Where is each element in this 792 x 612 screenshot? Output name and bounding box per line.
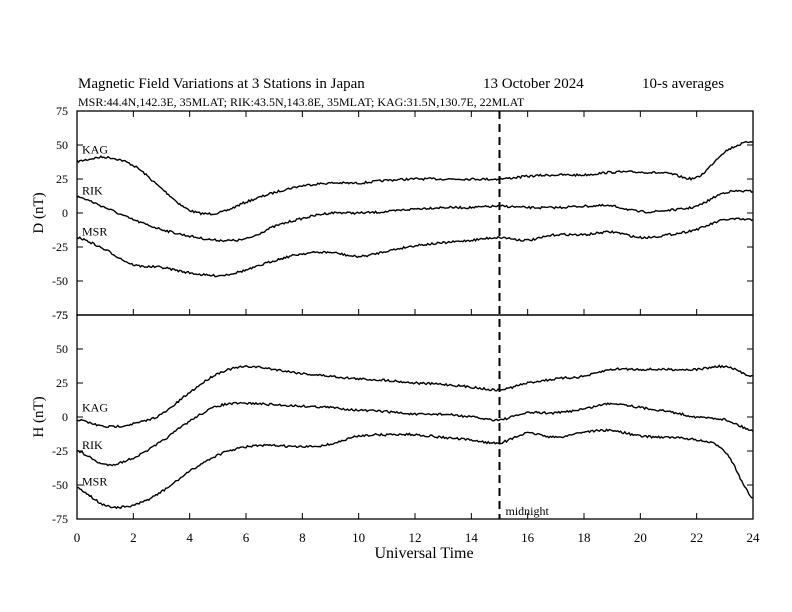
panel-frame xyxy=(76,110,754,316)
y-axis-label: H (nT) xyxy=(31,396,47,437)
y-tick-label: -25 xyxy=(52,444,68,458)
series-line-msr xyxy=(76,428,754,510)
y-tick-label: 50 xyxy=(56,138,68,152)
y-tick-label: 75 xyxy=(56,104,68,118)
y-tick-label: 0 xyxy=(62,206,68,220)
chart-averaging: 10-s averages xyxy=(642,76,724,92)
series-label-kag: KAG xyxy=(82,142,108,156)
panel-frame xyxy=(76,314,754,520)
x-tick-label: 12 xyxy=(409,530,422,545)
x-tick-label: 2 xyxy=(130,530,137,545)
y-tick-label: 50 xyxy=(56,342,68,356)
series-line-rik xyxy=(76,189,754,243)
series-label-rik: RIK xyxy=(82,438,103,452)
y-tick-label: 0 xyxy=(62,410,68,424)
y-tick-label: 75 xyxy=(56,308,68,322)
x-tick-label: 6 xyxy=(243,530,250,545)
series-line-msr xyxy=(76,217,754,278)
d-component-panel: 75 50 25 0 -25 -50 -75 D (nT) KAG RIK MSR xyxy=(31,104,754,322)
y-tick-label: -75 xyxy=(52,512,68,526)
series-line-rik xyxy=(76,401,754,467)
midnight-marker: midnight xyxy=(498,111,550,519)
x-tick-label: 20 xyxy=(634,530,647,545)
y-tick-label: 25 xyxy=(56,376,68,390)
series-label-kag: KAG xyxy=(82,401,108,415)
x-tick-label: 0 xyxy=(74,530,81,545)
y-tick-label: -50 xyxy=(52,274,68,288)
series-line-kag xyxy=(76,364,754,429)
x-tick-label: 4 xyxy=(186,530,193,545)
x-tick-label: 16 xyxy=(521,530,535,545)
series-label-msr: MSR xyxy=(82,475,107,489)
y-tick-label: -75 xyxy=(52,308,68,322)
y-axis-label: D (nT) xyxy=(31,192,47,233)
midnight-label: midnight xyxy=(506,504,550,518)
x-tick-label: 10 xyxy=(352,530,365,545)
x-axis-label: Universal Time xyxy=(374,545,473,562)
series-label-msr: MSR xyxy=(82,224,107,238)
x-tick-label: 18 xyxy=(578,530,591,545)
chart-title: Magnetic Field Variations at 3 Stations … xyxy=(78,76,365,92)
y-tick-label: -25 xyxy=(52,240,68,254)
chart-date: 13 October 2024 xyxy=(483,76,584,92)
x-tick-label: 22 xyxy=(690,530,703,545)
series-line-kag xyxy=(76,140,754,216)
x-axis: 0 2 4 6 8 10 12 14 16 18 20 22 24 xyxy=(74,111,760,545)
station-info: MSR:44.4N,142.3E, 35MLAT; RIK:43.5N,143.… xyxy=(78,95,525,109)
x-tick-label: 24 xyxy=(747,530,761,545)
y-tick-label: 25 xyxy=(56,172,68,186)
h-component-panel: 75 50 25 0 -25 -50 -75 H (nT) KAG RIK MSR xyxy=(31,308,754,526)
x-tick-label: 14 xyxy=(465,530,479,545)
series-label-rik: RIK xyxy=(82,184,103,198)
x-tick-label: 8 xyxy=(299,530,306,545)
y-tick-label: -50 xyxy=(52,478,68,492)
